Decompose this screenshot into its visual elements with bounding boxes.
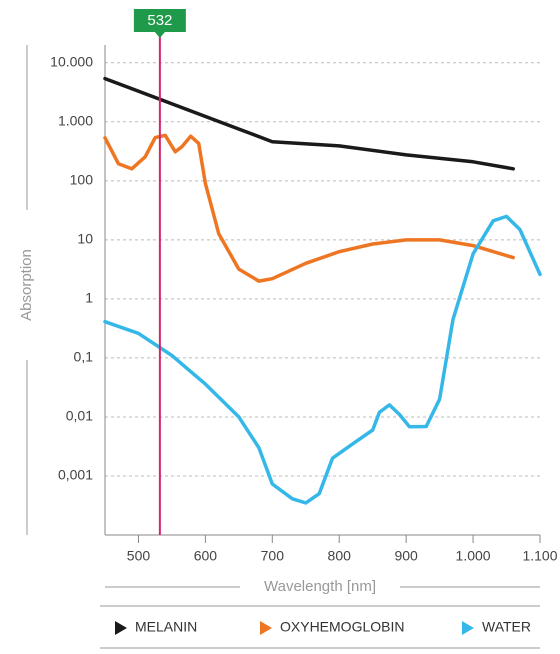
x-tick-label: 500 <box>127 548 151 564</box>
legend-label: OXYHEMOGLOBIN <box>280 619 404 635</box>
marker-pointer <box>154 32 165 38</box>
marker-label: 532 <box>147 12 172 29</box>
x-tick-label: 900 <box>394 548 418 564</box>
y-tick-label: 100 <box>70 172 94 188</box>
x-axis-label: Wavelength [nm] <box>264 578 376 595</box>
legend-swatch <box>115 621 127 635</box>
legend-swatch <box>462 621 474 635</box>
y-axis-label: Absorption <box>18 249 35 321</box>
series-line <box>103 214 542 505</box>
series-line <box>103 133 515 283</box>
x-tick-label: 700 <box>261 548 285 564</box>
y-tick-label: 1 <box>85 290 93 306</box>
y-tick-label: 0,01 <box>66 408 93 424</box>
legend-label: MELANIN <box>135 619 197 635</box>
y-tick-label: 1.000 <box>58 113 93 129</box>
x-tick-label: 1.000 <box>456 548 491 564</box>
series-line <box>103 76 515 171</box>
x-tick-label: 800 <box>328 548 352 564</box>
marker-box <box>133 9 186 32</box>
x-tick-label: 600 <box>194 548 218 564</box>
legend-swatch <box>260 621 272 635</box>
y-tick-label: 0,001 <box>58 467 93 483</box>
y-tick-label: 10.000 <box>50 53 93 69</box>
y-tick-label: 10 <box>77 231 93 247</box>
x-tick-label: 1.100 <box>522 548 557 564</box>
legend-label: WATER <box>482 619 531 635</box>
y-tick-label: 0,1 <box>74 349 94 365</box>
